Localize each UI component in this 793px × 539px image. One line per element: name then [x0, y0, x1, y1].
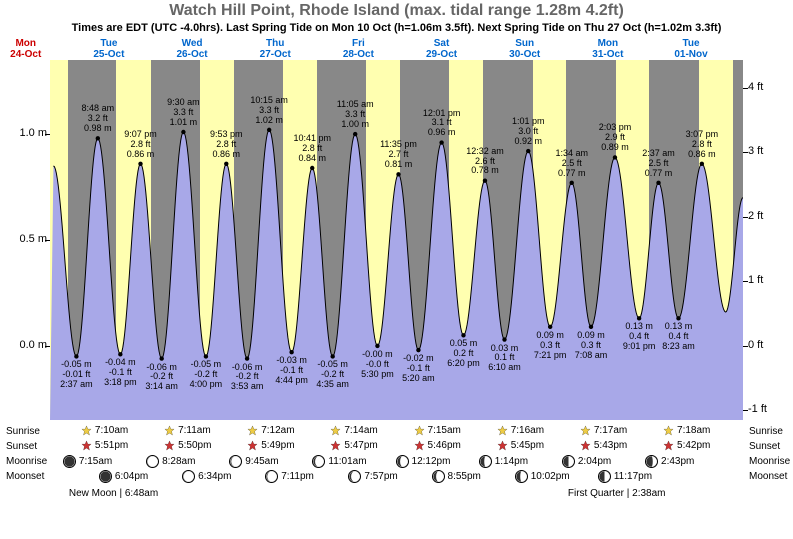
- tide-annotation: 12:01 pm3.1 ft0.96 m: [423, 109, 461, 139]
- date-label: Sun30-Oct: [500, 38, 550, 60]
- moonset-cell: 11:17pm: [598, 470, 652, 483]
- sunrise-cell: 7:15am: [414, 425, 461, 436]
- tide-annotation: 11:05 am3.3 ft1.00 m: [337, 100, 374, 130]
- sunrow-label-right: Moonset: [749, 471, 787, 482]
- moonset-cell: 8:55pm: [432, 470, 481, 483]
- sunrow-label-left: Sunset: [6, 441, 37, 452]
- date-label: Tue01-Nov: [666, 38, 716, 60]
- tide-annotation: 0.09 m0.3 ft7:21 pm: [534, 331, 567, 361]
- moonset-cell: 7:11pm: [265, 470, 314, 483]
- tide-annotation: -0.05 m-0.01 ft2:37 am: [60, 360, 93, 390]
- sunset-cell: 5:43pm: [580, 440, 627, 451]
- sunrise-cell: 7:14am: [330, 425, 377, 436]
- sunset-cell: 5:51pm: [81, 440, 128, 451]
- chart-subtitle: Times are EDT (UTC -4.0hrs). Last Spring…: [0, 22, 793, 34]
- tide-annotation: -0.05 m-0.2 ft4:35 am: [316, 360, 349, 390]
- sunrise-cell: 7:11am: [164, 425, 211, 436]
- sunrow-label-right: Moonrise: [749, 456, 790, 467]
- tide-annotation: 11:35 pm2.7 ft0.81 m: [380, 140, 417, 170]
- sunrow-label-right: Sunrise: [749, 426, 783, 437]
- moonrise-cell: 12:12pm: [396, 455, 451, 468]
- chart-title: Watch Hill Point, Rhode Island (max. tid…: [0, 2, 793, 20]
- sunrise-cell: 7:10am: [81, 425, 128, 436]
- axis-label-left: 0.0 m: [19, 339, 47, 351]
- moonset-cell: 10:02pm: [515, 470, 570, 483]
- date-label: Wed26-Oct: [167, 38, 217, 60]
- date-label: Sat29-Oct: [417, 38, 467, 60]
- moon-phase-note: First Quarter | 2:38am: [568, 488, 666, 499]
- tide-annotation: 0.05 m0.2 ft6:20 pm: [447, 339, 480, 369]
- tide-annotation: 3:07 pm2.8 ft0.86 m: [686, 130, 719, 160]
- date-label: Thu27-Oct: [250, 38, 300, 60]
- tide-annotation: 9:30 am3.3 ft1.01 m: [167, 98, 200, 128]
- tide-annotation: 1:01 pm3.0 ft0.92 m: [512, 117, 545, 147]
- sunrow-label-right: Sunset: [749, 441, 780, 452]
- sunrow-label-left: Moonrise: [6, 456, 47, 467]
- sunset-cell: 5:46pm: [414, 440, 461, 451]
- axis-label-right: 1 ft: [748, 274, 763, 286]
- moonrise-cell: 11:01am: [312, 455, 366, 468]
- tide-annotation: 9:07 pm2.8 ft0.86 m: [124, 130, 157, 160]
- sunset-cell: 5:49pm: [247, 440, 294, 451]
- tide-annotation: -0.00 m-0.0 ft5:30 pm: [361, 350, 394, 380]
- moonset-cell: 6:04pm: [99, 470, 148, 483]
- axis-label-left: 0.5 m: [19, 233, 47, 245]
- moonrise-cell: 7:15am: [63, 455, 112, 468]
- axis-label-right: 0 ft: [748, 339, 763, 351]
- tide-annotation: 12:32 am2.6 ft0.78 m: [466, 147, 504, 177]
- tide-annotation: 0.13 m0.4 ft8:23 am: [662, 322, 695, 352]
- moonset-cell: 7:57pm: [348, 470, 397, 483]
- axis-label-right: -1 ft: [748, 403, 767, 415]
- axis-label-right: 4 ft: [748, 81, 763, 93]
- date-label: Mon31-Oct: [583, 38, 633, 60]
- tide-annotation: 0.09 m0.3 ft7:08 am: [575, 331, 608, 361]
- moonrise-cell: 9:45am: [229, 455, 278, 468]
- moon-phase-note: New Moon | 6:48am: [69, 488, 158, 499]
- tide-annotation: 0.13 m0.4 ft9:01 pm: [623, 322, 656, 352]
- sunrise-cell: 7:12am: [247, 425, 294, 436]
- tide-annotation: -0.02 m-0.1 ft5:20 am: [402, 354, 435, 384]
- tide-annotation: 10:15 am3.3 ft1.02 m: [250, 96, 288, 126]
- tide-annotation: 8:48 am3.2 ft0.98 m: [82, 104, 115, 134]
- sunrise-cell: 7:17am: [580, 425, 627, 436]
- tide-annotation: 2:03 pm2.9 ft0.89 m: [599, 123, 632, 153]
- date-label: Fri28-Oct: [333, 38, 383, 60]
- moonrise-cell: 2:04pm: [562, 455, 611, 468]
- tide-chart-container: Watch Hill Point, Rhode Island (max. tid…: [0, 0, 793, 539]
- date-label: Mon24-Oct: [1, 38, 51, 60]
- sunset-cell: 5:42pm: [663, 440, 710, 451]
- tide-annotation: 2:37 am2.5 ft0.77 m: [642, 149, 675, 179]
- axis-label-right: 2 ft: [748, 210, 763, 222]
- moonrise-cell: 2:43pm: [645, 455, 694, 468]
- sunrow-label-left: Sunrise: [6, 426, 40, 437]
- tide-annotation: -0.03 m-0.1 ft4:44 pm: [275, 356, 308, 386]
- axis-label-right: 3 ft: [748, 145, 763, 157]
- tide-annotation: -0.05 m-0.2 ft4:00 pm: [190, 360, 223, 390]
- moonset-cell: 6:34pm: [182, 470, 231, 483]
- tide-annotation: -0.04 m-0.1 ft3:18 pm: [104, 358, 137, 388]
- axis-label-left: 1.0 m: [19, 127, 47, 139]
- tide-annotation: 9:53 pm2.8 ft0.86 m: [210, 130, 243, 160]
- sunset-cell: 5:45pm: [497, 440, 544, 451]
- moonrise-cell: 1:14pm: [479, 455, 528, 468]
- sunset-cell: 5:50pm: [164, 440, 211, 451]
- sunrise-cell: 7:16am: [497, 425, 544, 436]
- sunrow-label-left: Moonset: [6, 471, 44, 482]
- tide-annotation: 0.03 m0.1 ft6:10 am: [488, 344, 521, 374]
- tide-annotation: 1:34 am2.5 ft0.77 m: [555, 149, 588, 179]
- sunrise-cell: 7:18am: [663, 425, 710, 436]
- tide-annotation: -0.06 m-0.2 ft3:14 am: [145, 363, 178, 393]
- tide-annotation: -0.06 m-0.2 ft3:53 am: [231, 363, 264, 393]
- moonrise-cell: 8:28am: [146, 455, 195, 468]
- tide-annotation: 10:41 pm2.8 ft0.84 m: [293, 134, 331, 164]
- date-label: Tue25-Oct: [84, 38, 134, 60]
- sunset-cell: 5:47pm: [330, 440, 377, 451]
